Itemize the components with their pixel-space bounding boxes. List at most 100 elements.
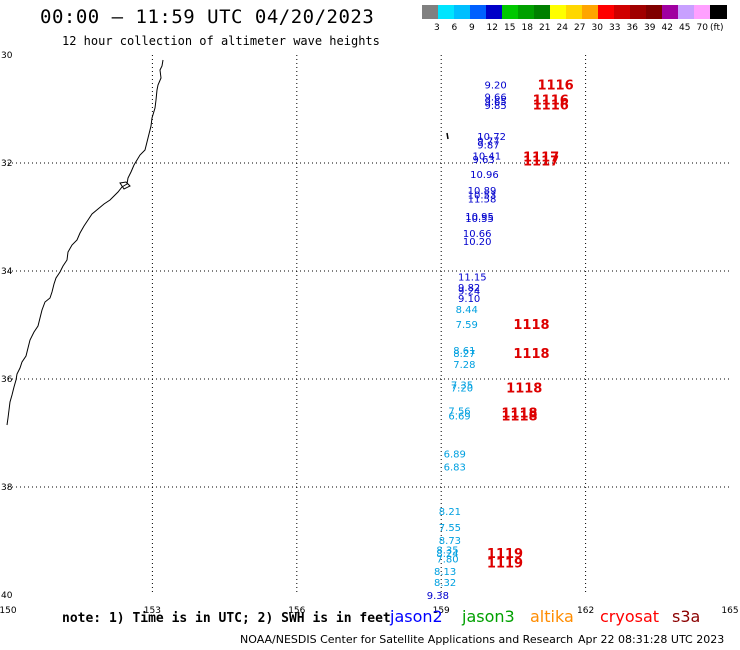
swh-value-label: 10.66 (463, 229, 492, 240)
pass-time-label: 1118 (501, 410, 537, 425)
swh-value-label: 9.65 (485, 97, 507, 108)
pass-time-label: 1116 (533, 93, 569, 108)
color-swatch (582, 5, 599, 19)
pass-time-label: 1118 (513, 318, 549, 333)
color-scale-unit: (ft) (710, 23, 724, 33)
swh-value-label: 8.73 (439, 536, 461, 547)
swh-value-label: 8.24 (436, 549, 458, 560)
swh-value-label: 10.89 (468, 186, 497, 197)
swh-value-label: 6.89 (444, 450, 466, 461)
color-swatch (534, 5, 551, 19)
pass-time-label: 1119 (487, 557, 523, 572)
y-tick-label: 34 (1, 267, 13, 277)
swh-value-label: 8.13 (434, 567, 456, 578)
swh-value-label: 8.21 (439, 507, 461, 518)
x-tick-label: 153 (144, 606, 161, 616)
swh-value-label: 8.35 (436, 546, 458, 557)
x-tick-label: 150 (0, 606, 17, 616)
color-swatch (454, 5, 471, 19)
swh-value-label: 10.95 (465, 212, 494, 223)
pass-time-label: 1117 (523, 151, 559, 166)
color-scale-label: 42 (661, 23, 673, 33)
color-scale-label: 70 (696, 23, 708, 33)
color-swatch (422, 5, 439, 19)
swh-value-label: 9.20 (485, 81, 507, 92)
legend-item-cryosat: cryosat (600, 607, 660, 626)
color-scale-label: 12 (486, 23, 498, 33)
swh-value-label: 7.59 (456, 320, 478, 331)
page-title: 00:00 – 11:59 UTC 04/20/2023 (40, 6, 375, 28)
swh-value-label: 8.27 (453, 349, 475, 360)
swh-value-label: 9.63 (472, 155, 494, 166)
swh-value-label: 10.55 (465, 214, 494, 225)
color-scale-label: 15 (504, 23, 516, 33)
y-tick-label: 36 (1, 375, 13, 385)
swh-value-label: 7.56 (448, 406, 470, 417)
swh-value-label: 9.77 (477, 136, 499, 147)
swh-value-label: 11.15 (458, 272, 487, 283)
swh-value-label: 9.87 (477, 141, 499, 152)
color-scale-label: 39 (644, 23, 656, 33)
color-swatch (678, 5, 695, 19)
pass-time-label: 1118 (506, 382, 542, 397)
pass-time-label: 1119 (487, 547, 523, 562)
color-scale-label: 3 (434, 23, 440, 33)
page-subtitle: 12 hour collection of altimeter wave hei… (62, 34, 380, 48)
swh-value-label: 10.53 (468, 190, 497, 201)
color-swatch (630, 5, 647, 19)
generated-timestamp: Apr 22 08:31:28 UTC 2023 (578, 633, 725, 646)
color-scale-label: 21 (539, 23, 551, 33)
color-swatch (486, 5, 503, 19)
swh-value-label: 7.20 (451, 384, 473, 395)
swh-value-label: 9.10 (458, 294, 480, 305)
y-tick-label: 38 (1, 483, 13, 493)
y-tick-label: 40 (1, 591, 13, 601)
track-marker (446, 132, 449, 140)
color-swatch (518, 5, 535, 19)
swh-value-label: 7.80 (436, 554, 458, 565)
x-tick-label: 165 (721, 606, 738, 616)
swh-value-label: 9.24 (458, 286, 480, 297)
color-scale-label: 6 (451, 23, 458, 33)
swh-value-label: 9.82 (458, 283, 480, 294)
swh-value-label: 7.28 (453, 360, 475, 371)
color-swatch (694, 5, 711, 19)
color-swatch (646, 5, 663, 19)
footer-note: note: 1) Time is in UTC; 2) SWH is in fe… (62, 611, 391, 626)
color-scale-label: 33 (609, 23, 621, 33)
swh-value-label: 9.38 (427, 591, 449, 602)
swh-value-label: 8.61 (453, 346, 475, 357)
coastline (6, 59, 164, 426)
pass-time-label: 1118 (501, 406, 537, 421)
legend-item-altika: altika (530, 607, 574, 626)
color-swatch (566, 5, 583, 19)
color-scale-label: 30 (591, 23, 603, 33)
color-swatch (550, 5, 567, 19)
credit-text: NOAA/NESDIS Center for Satellite Applica… (240, 633, 574, 646)
color-scale-label: 27 (574, 23, 586, 33)
pass-time-label: 1117 (523, 154, 559, 169)
y-tick-label: 30 (1, 51, 13, 61)
x-tick-label: 162 (577, 606, 594, 616)
x-tick-label: 156 (288, 606, 305, 616)
color-scale-label: 9 (469, 23, 475, 33)
swh-value-label: 10.20 (463, 237, 492, 248)
swh-value-label: 10.41 (472, 151, 501, 162)
color-swatch (502, 5, 519, 19)
color-scale-label: 45 (679, 23, 691, 33)
color-swatch (438, 5, 455, 19)
swh-value-label: 9.66 (485, 93, 507, 104)
swh-value-label: 7.55 (439, 523, 461, 534)
color-swatch (614, 5, 631, 19)
color-swatch (470, 5, 487, 19)
pass-time-labels: 1116111611161117111711181118111811181118… (487, 79, 574, 572)
pass-time-label: 1116 (537, 79, 573, 94)
swh-value-label: 10.72 (477, 132, 506, 143)
legend-item-jason2: jason2 (390, 607, 443, 626)
color-scale-label: 18 (521, 23, 533, 33)
swh-value-label: 6.83 (444, 462, 466, 473)
coastline-island (119, 181, 131, 190)
pass-time-label: 1118 (513, 347, 549, 362)
color-swatch (598, 5, 615, 19)
